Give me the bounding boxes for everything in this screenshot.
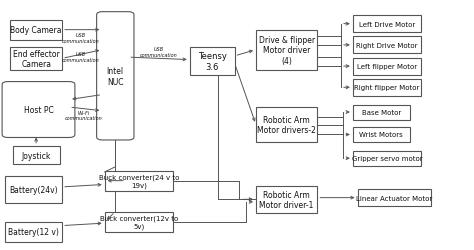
Text: Base Motor: Base Motor [362, 110, 401, 116]
Text: Drive & flipper
Motor driver
(4): Drive & flipper Motor driver (4) [258, 36, 315, 65]
FancyBboxPatch shape [2, 82, 75, 138]
Bar [353, 105, 410, 120]
Bar [105, 212, 173, 232]
Text: Buck converter(24 v to
19v): Buck converter(24 v to 19v) [99, 174, 179, 188]
Text: Host PC: Host PC [24, 106, 54, 114]
Bar [105, 171, 173, 191]
Text: USB
communication: USB communication [140, 47, 178, 58]
Text: USB
communication: USB communication [62, 33, 100, 44]
Bar [256, 186, 318, 213]
Bar [12, 146, 60, 165]
Bar [353, 37, 421, 54]
Text: Wi-Fi
communication: Wi-Fi communication [64, 110, 102, 121]
Bar [353, 80, 421, 96]
Bar [353, 151, 421, 166]
Text: Right flipper Motor: Right flipper Motor [355, 85, 420, 91]
Text: Buck converter(12v to
5v): Buck converter(12v to 5v) [100, 215, 178, 229]
Bar [353, 16, 421, 33]
Bar [256, 108, 318, 142]
Text: Intel
NUC: Intel NUC [107, 67, 124, 86]
Text: Linear Actuator Motor: Linear Actuator Motor [356, 195, 432, 201]
Bar [5, 176, 62, 203]
Bar [353, 128, 410, 142]
Text: Gripper servo motor: Gripper servo motor [352, 156, 422, 162]
Text: Wrist Motors: Wrist Motors [359, 132, 403, 138]
Bar [357, 190, 431, 206]
Text: Robotic Arm
Motor drivers-2: Robotic Arm Motor drivers-2 [257, 115, 316, 135]
Text: Left Drive Motor: Left Drive Motor [359, 22, 415, 28]
Text: Battery(24v): Battery(24v) [9, 185, 58, 194]
Text: Teensy
3.6: Teensy 3.6 [198, 52, 227, 71]
Text: Joystick: Joystick [21, 151, 51, 160]
Text: Robotic Arm
Motor driver-1: Robotic Arm Motor driver-1 [259, 190, 314, 209]
Bar [256, 30, 318, 70]
Text: Right Drive Motor: Right Drive Motor [356, 43, 418, 49]
Text: Battery(12 v): Battery(12 v) [9, 228, 59, 236]
Text: Body Camera: Body Camera [10, 26, 62, 35]
Text: USB
communication: USB communication [62, 52, 100, 62]
Bar [5, 222, 62, 242]
Text: Left flipper Motor: Left flipper Motor [357, 64, 417, 70]
Bar [10, 20, 62, 40]
Bar [190, 48, 235, 75]
Text: End effector
Camera: End effector Camera [13, 50, 60, 69]
Bar [353, 58, 421, 75]
FancyBboxPatch shape [97, 13, 134, 140]
Bar [10, 48, 62, 70]
